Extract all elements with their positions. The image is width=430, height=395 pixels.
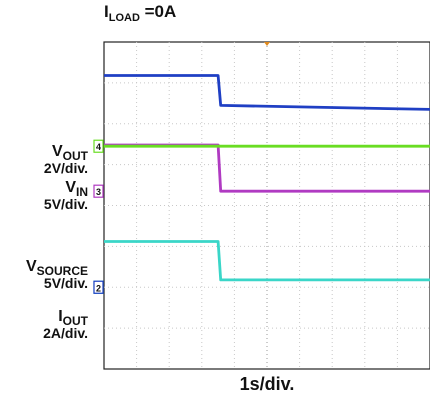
- reference-marker-vsource: [93, 184, 104, 198]
- traces: 1234: [93, 74, 430, 294]
- channel-labels: VOUT2V/div.VIN5V/div.VSOURCE5V/div.IOUT2…: [26, 143, 89, 341]
- x-axis-label: 1s/div.: [240, 374, 295, 394]
- reference-number-iout: 4: [96, 142, 101, 152]
- grid: [104, 42, 430, 369]
- trace-vin: [104, 74, 430, 111]
- reference-marker-iout: [93, 139, 104, 153]
- label-iout-name: IOUT: [58, 308, 88, 328]
- reference-number-vsource: 3: [96, 187, 101, 197]
- condition-header: ILOAD =0A: [104, 2, 176, 24]
- trace-vout: [104, 240, 430, 282]
- label-vin-name: VIN: [65, 179, 88, 199]
- condition-label: ILOAD =0A: [104, 2, 176, 24]
- reference-number-vin: 2: [96, 283, 101, 293]
- label-vsource-scale: 5V/div.: [44, 275, 88, 291]
- label-vout-scale: 2V/div.: [44, 160, 88, 176]
- label-vin-scale: 5V/div.: [44, 196, 88, 212]
- reference-marker-vin: [93, 280, 104, 294]
- label-vout-name: VOUT: [52, 143, 89, 163]
- trigger-marker: [264, 42, 270, 46]
- label-iout-scale: 2A/div.: [43, 325, 88, 341]
- label-vsource-name: VSOURCE: [26, 258, 88, 278]
